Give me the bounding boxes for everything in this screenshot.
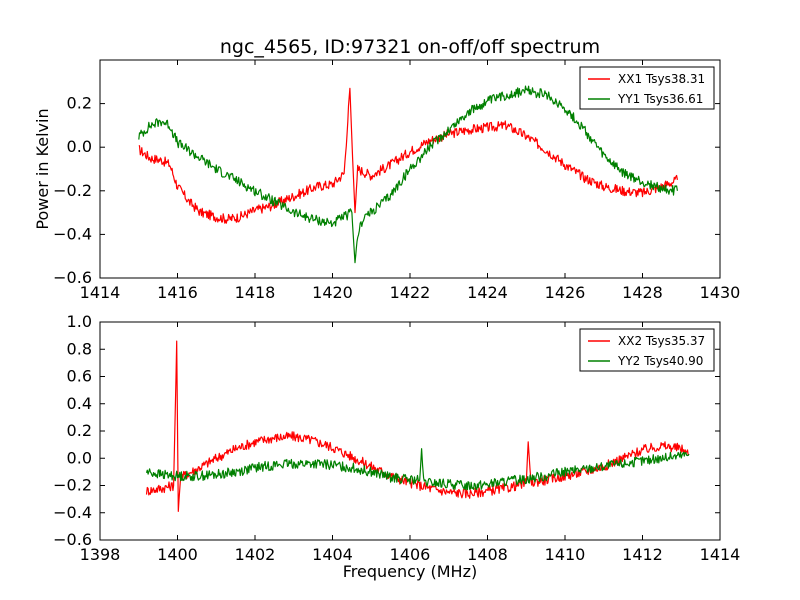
x-tick-label: 1422 xyxy=(390,283,431,302)
y-tick-label: −0.4 xyxy=(53,503,92,522)
x-tick-label: 1400 xyxy=(157,545,198,564)
x-tick-label: 1420 xyxy=(312,283,353,302)
y-tick-label: 0.0 xyxy=(67,137,92,156)
bottom-panel: Frequency (MHz) 1398 1400 1402 1404 1406 1408… xyxy=(53,312,740,581)
legend-box xyxy=(579,66,715,110)
x-tick-label: 1428 xyxy=(622,283,663,302)
series-line xyxy=(138,87,678,224)
y-tick-label: −0.6 xyxy=(53,530,92,549)
y-tick-label: 0.0 xyxy=(67,448,92,467)
y-axis-label: Power in Kelvin xyxy=(33,108,52,229)
x-axis-label: Frequency (MHz) xyxy=(343,562,477,581)
chart-title: ngc_4565, ID:97321 on-off/off spectrum xyxy=(220,36,600,58)
x-tick-label: 1408 xyxy=(467,545,508,564)
y-tick-label: 0.4 xyxy=(67,394,92,413)
x-tick-label: 1410 xyxy=(545,545,586,564)
top-plot-area: 1414 1416 1418 1420 1422 1424 1426 1428 1430 −0.6… xyxy=(53,59,741,302)
y-tick-label: 0.8 xyxy=(67,339,92,358)
x-tick-label: 1418 xyxy=(235,283,276,302)
legend-label: YY2 Tsys40.90 xyxy=(617,354,703,368)
series-line xyxy=(138,85,678,264)
legend-label: XX2 Tsys35.37 xyxy=(618,334,705,348)
x-tick-label: 1412 xyxy=(622,545,663,564)
x-tick-label: 1414 xyxy=(700,545,741,564)
x-tick-label: 1406 xyxy=(390,545,431,564)
legend-label: YY1 Tsys36.61 xyxy=(617,92,703,106)
x-tick-label: 1430 xyxy=(700,283,741,302)
top-panel: ngc_4565, ID:97321 on-off/off spectrum P… xyxy=(33,36,740,302)
x-tick-label: 1426 xyxy=(545,283,586,302)
y-tick-label: −0.4 xyxy=(53,224,92,243)
y-tick-label: 0.6 xyxy=(67,367,92,386)
x-tick-label: 1404 xyxy=(312,545,353,564)
x-tick-label: 1402 xyxy=(235,545,276,564)
series-line xyxy=(145,448,690,491)
legend-label: XX1 Tsys38.31 xyxy=(618,72,705,86)
y-tick-label: 1.0 xyxy=(67,312,92,331)
x-tick-label: 1416 xyxy=(157,283,198,302)
legend-box xyxy=(579,328,715,372)
series-line xyxy=(145,340,690,512)
y-tick-label: 0.2 xyxy=(67,94,92,113)
x-tick-label: 1398 xyxy=(80,545,121,564)
x-tick-label: 1414 xyxy=(80,283,121,302)
y-tick-label: 0.2 xyxy=(67,421,92,440)
y-tick-label: −0.2 xyxy=(53,476,92,495)
y-tick-label: −0.6 xyxy=(53,268,92,287)
y-tick-label: −0.2 xyxy=(53,181,92,200)
bottom-plot-area: 1398 1400 1402 1404 1406 1408 1410 1412 1414 −0.6… xyxy=(53,312,740,564)
x-tick-label: 1424 xyxy=(467,283,508,302)
